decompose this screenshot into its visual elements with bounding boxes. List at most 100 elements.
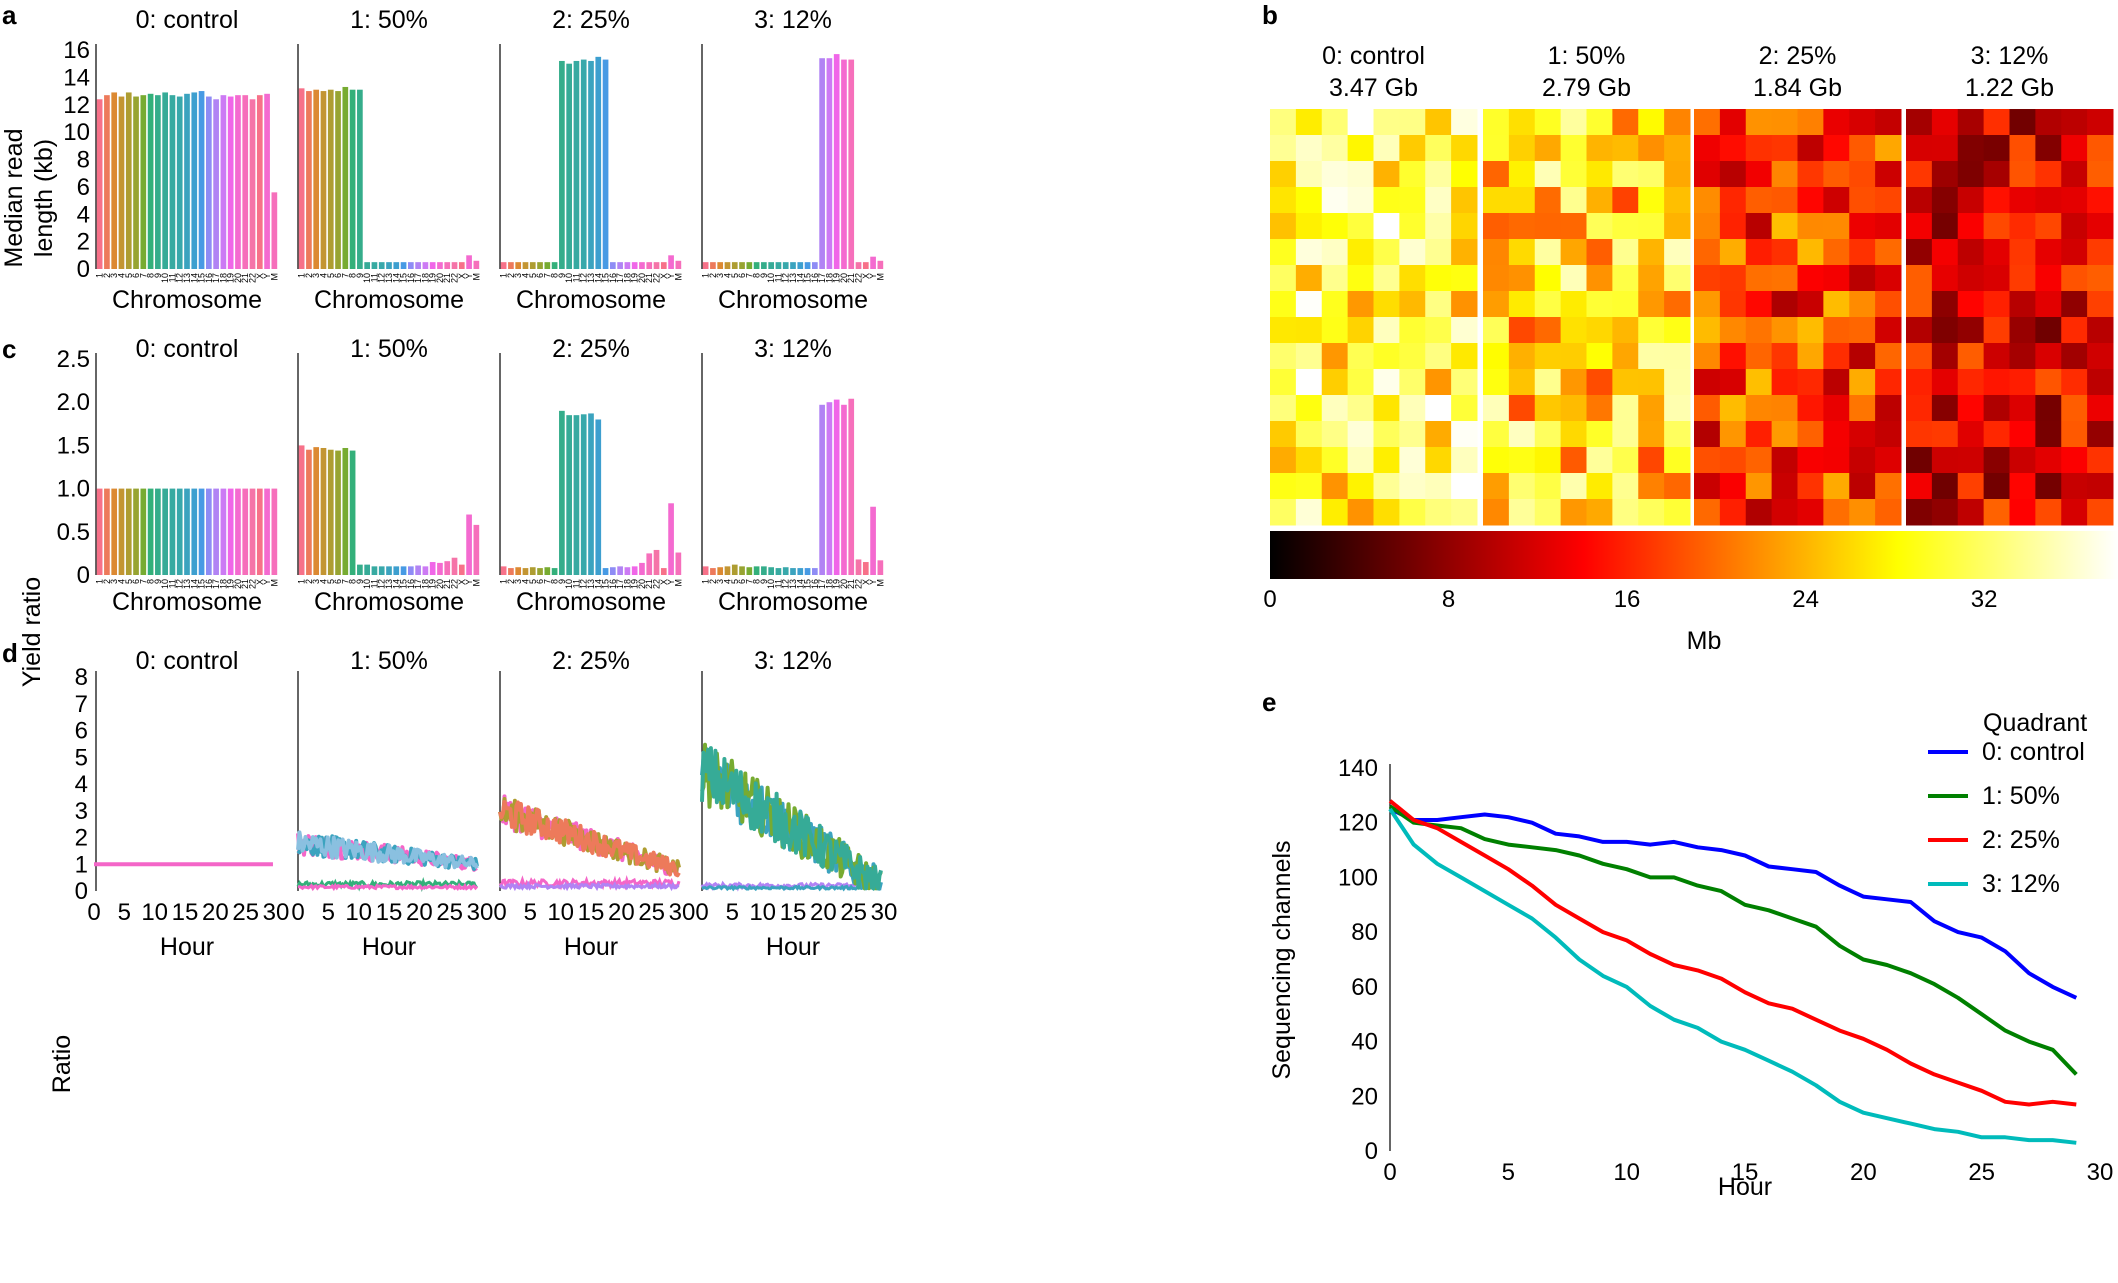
- heatmap-cell: [1295, 135, 1323, 162]
- chromosome-tick-label: 22: [652, 273, 662, 283]
- heatmap-cell: [1612, 421, 1639, 448]
- heatmap-cell: [1586, 317, 1613, 344]
- heatmap-cell: [2087, 343, 2114, 370]
- bar-15: [400, 262, 407, 269]
- heatmap-cell: [1664, 343, 1691, 370]
- bar-X: [660, 568, 667, 575]
- heatmap-cell: [1347, 421, 1374, 448]
- bar-20: [437, 562, 443, 575]
- bar-12: [378, 566, 385, 575]
- bar-14: [797, 262, 804, 269]
- heatmap-cell: [1957, 343, 1985, 370]
- ytick-label: 3: [75, 798, 88, 825]
- heatmap-cell: [1425, 473, 1452, 500]
- bar-1: [298, 88, 305, 269]
- xtick-label: 5: [1502, 1159, 1515, 1186]
- heatmap-cell: [1451, 187, 1478, 214]
- heatmap-cell: [1425, 239, 1452, 266]
- chromosome-tick-label: 21: [644, 273, 654, 283]
- bar-15: [804, 262, 811, 269]
- heatmap-cell: [1906, 447, 1933, 474]
- chromosome-tick-label: 9: [355, 273, 365, 278]
- chromosome-tick-label: 13: [182, 273, 192, 283]
- chromosome-tick-label: 2: [102, 273, 112, 278]
- heatmap-cell: [1347, 135, 1374, 162]
- heatmap-cell: [1719, 447, 1747, 474]
- series-line-1: [1388, 804, 2078, 1076]
- chromosome-tick-label: 2: [506, 273, 516, 278]
- heatmap-cell: [1906, 187, 1933, 214]
- heatmap-cell: [1534, 265, 1562, 292]
- chromosome-tick-label: 20: [233, 579, 243, 589]
- chromosome-tick-label: 12: [781, 273, 791, 283]
- heatmap-cell: [1823, 317, 1850, 344]
- legend-entry: 2: 25%: [1982, 826, 2060, 854]
- heatmap-cell: [1664, 239, 1691, 266]
- chromosome-tick-label: 10: [160, 273, 170, 283]
- heatmap-cell: [1823, 369, 1850, 396]
- heatmap-cell: [1399, 161, 1426, 188]
- heatmap-cell: [1983, 421, 2010, 448]
- bar-M: [473, 524, 480, 575]
- chromosome-tick-label: X: [457, 579, 467, 585]
- heatmap-cell: [1931, 317, 1959, 344]
- bar-17: [213, 99, 219, 270]
- heatmap-cell: [1694, 109, 1721, 136]
- bar-19: [429, 262, 436, 269]
- heatmap-cell: [1612, 265, 1639, 292]
- heatmap-cell: [1957, 421, 1985, 448]
- heatmap-cell: [1875, 447, 1902, 474]
- heatmap-cell: [1425, 135, 1452, 162]
- chromosome-tick-label: 3: [311, 273, 321, 278]
- heatmap-cell: [2061, 343, 2088, 370]
- heatmap-cell: [1906, 421, 1933, 448]
- heatmap-cell: [1849, 473, 1876, 500]
- heatmap-cell: [1957, 447, 1985, 474]
- chromosome-tick-label: 11: [773, 273, 783, 282]
- ytick-label: 16: [63, 37, 90, 64]
- bar-10: [566, 63, 572, 269]
- chromosome-tick-label: 12: [377, 579, 387, 589]
- heatmap-cell: [1347, 395, 1374, 422]
- heatmap-cell: [1638, 343, 1665, 370]
- bar-19: [833, 54, 840, 270]
- chromosome-tick-label: M: [673, 579, 683, 587]
- heatmap-cell: [1875, 369, 1902, 396]
- chromosome-tick-label: M: [471, 579, 481, 587]
- chromosome-tick-label: 6: [535, 273, 545, 278]
- heatmap-cell: [1425, 499, 1452, 526]
- heatmap-cell: [2035, 213, 2062, 240]
- chromosome-tick-label: 3: [513, 273, 523, 278]
- heatmap-cell: [1719, 239, 1747, 266]
- ytick-label: 7: [75, 691, 88, 718]
- heatmap-cell: [1875, 109, 1902, 136]
- heatmap-cell: [1295, 213, 1323, 240]
- heatmap-cell: [1321, 447, 1349, 474]
- bar-6: [335, 450, 341, 575]
- heatmap-cell: [1694, 187, 1721, 214]
- colorbar-tick-label: 16: [1614, 586, 1641, 613]
- x-axis-label: Hour: [160, 933, 214, 961]
- bar-6: [739, 262, 745, 269]
- heatmap-cell: [1612, 161, 1639, 188]
- ytick-label: 40: [1351, 1029, 1378, 1056]
- bar-13: [790, 568, 796, 575]
- heatmap-cell: [1373, 395, 1400, 422]
- heatmap-cell: [1586, 135, 1613, 162]
- heatmap-cell: [1295, 473, 1323, 500]
- bar-8: [349, 450, 356, 575]
- bar-13: [588, 413, 594, 575]
- bar-X: [458, 564, 465, 575]
- x-axis-label: Chromosome: [314, 588, 464, 616]
- heatmap-cell: [1347, 499, 1374, 526]
- legend-title: Quadrant: [1983, 709, 2087, 737]
- heatmap-cell: [1797, 109, 1824, 136]
- bar-16: [610, 567, 616, 575]
- chromosome-tick-label: 19: [226, 579, 236, 589]
- heatmap-cell: [1560, 343, 1587, 370]
- bar-16: [408, 566, 414, 575]
- heatmap-cell: [1612, 135, 1639, 162]
- xtick-label: 20: [202, 899, 229, 926]
- chromosome-tick-label: 3: [715, 579, 725, 584]
- bar-14: [393, 262, 400, 269]
